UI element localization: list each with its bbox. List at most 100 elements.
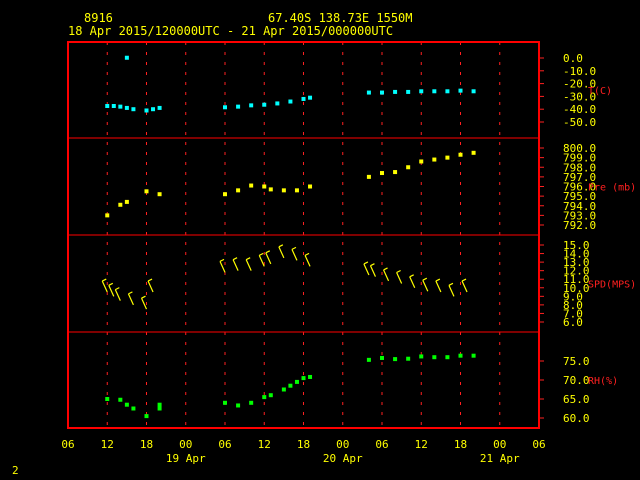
y-tick-label: 795.0 (563, 190, 596, 203)
wind-barb-tick (141, 295, 146, 299)
y-tick-label: 8.0 (563, 299, 583, 312)
data-point (406, 165, 411, 170)
data-point (157, 402, 162, 407)
data-point (157, 192, 162, 197)
wind-barb-tick (147, 278, 153, 282)
data-point (118, 397, 123, 402)
data-point (380, 171, 384, 176)
wind-barb-tick (304, 252, 310, 256)
data-point (380, 90, 384, 95)
y-tick-label: 798.0 (563, 161, 596, 174)
wind-barb (422, 279, 429, 292)
data-point (458, 88, 463, 93)
data-point (471, 89, 476, 94)
y-tick-label: 10.0 (563, 282, 590, 295)
y-tick-label: 0.0 (563, 52, 583, 65)
wind-barb (147, 280, 154, 293)
data-point (294, 379, 299, 384)
wind-barb-tick (115, 287, 120, 291)
data-point (223, 400, 227, 405)
data-point (124, 199, 129, 204)
data-point (432, 355, 437, 360)
data-point (236, 104, 241, 109)
data-point (380, 355, 384, 360)
y-tick-label: 9.0 (563, 290, 583, 303)
wind-barb (369, 265, 377, 277)
x-tick-label: 06 (375, 438, 388, 451)
data-point (406, 356, 411, 361)
wind-barb-tick (219, 258, 225, 262)
data-point (445, 355, 450, 360)
wind-barb (232, 259, 239, 271)
x-tick-label: 18 (297, 438, 310, 451)
y-tick-label: -20.0 (563, 78, 596, 91)
data-point (471, 150, 476, 155)
wind-barb-tick (383, 267, 388, 271)
wind-barb-tick (108, 282, 114, 286)
data-point (236, 188, 241, 193)
data-point (157, 105, 162, 110)
data-point (308, 95, 313, 100)
y-tick-label: 794.0 (563, 200, 596, 213)
data-point (105, 397, 110, 401)
wind-barb (382, 269, 390, 282)
data-point (105, 104, 110, 108)
data-point (131, 107, 136, 112)
wind-barb (101, 280, 108, 293)
x-tick-label: 06 (532, 438, 545, 451)
data-point (366, 174, 371, 179)
panel-label: Pre (mb) (588, 183, 636, 194)
y-tick-label: 70.0 (563, 374, 590, 387)
data-point (249, 183, 254, 188)
wind-barb-tick (396, 269, 401, 274)
data-point (419, 159, 424, 164)
data-point (432, 157, 437, 162)
y-tick-label: 6.0 (563, 316, 583, 329)
data-point (393, 170, 398, 175)
y-tick-label: 797.0 (563, 171, 596, 184)
data-point (419, 89, 424, 94)
wind-barb-tick (448, 282, 454, 286)
wind-barb (396, 272, 403, 284)
x-tick-label: 00 (336, 438, 349, 451)
wind-barb-tick (232, 257, 238, 261)
data-point (301, 96, 306, 101)
data-point (124, 105, 129, 110)
y-tick-label: 796.0 (563, 181, 596, 194)
data-point (268, 187, 273, 192)
data-point (151, 107, 156, 112)
wind-barb-tick (258, 252, 264, 256)
wind-barb-tick (409, 274, 414, 278)
date-label: 19 Apr (166, 452, 206, 465)
wind-barb-tick (422, 277, 428, 281)
data-point (124, 402, 129, 407)
wind-barb (258, 255, 265, 267)
panel-label: SPD(MPS) (588, 280, 636, 291)
data-point (308, 374, 313, 379)
wind-barb (219, 261, 226, 273)
data-point (131, 406, 136, 411)
data-point (262, 102, 267, 107)
data-point (406, 89, 411, 94)
wind-barb (409, 276, 416, 289)
y-tick-label: 7.0 (563, 307, 583, 320)
data-point (366, 90, 371, 95)
data-point (288, 99, 293, 104)
wind-barb (245, 259, 252, 271)
y-tick-label: 13.0 (563, 256, 590, 269)
date-label: 21 Apr (480, 452, 520, 465)
x-tick-label: 00 (179, 438, 192, 451)
y-tick-label: 60.0 (563, 412, 590, 425)
wind-barb-tick (370, 263, 375, 267)
date-label: 20 Apr (323, 452, 363, 465)
wind-barb (127, 293, 134, 306)
wind-barb-tick (291, 246, 297, 250)
x-tick-label: 06 (61, 438, 74, 451)
data-point (366, 357, 371, 362)
wind-barb (114, 289, 121, 301)
x-tick-label: 18 (454, 438, 467, 451)
data-point (105, 213, 110, 218)
y-tick-label: 792.0 (563, 219, 596, 232)
y-tick-labels: 0.0-10.0-20.0-30.0-40.0-50.0 T(C) 800.0799… (539, 52, 636, 425)
y-tick-label: 12.0 (563, 265, 590, 278)
